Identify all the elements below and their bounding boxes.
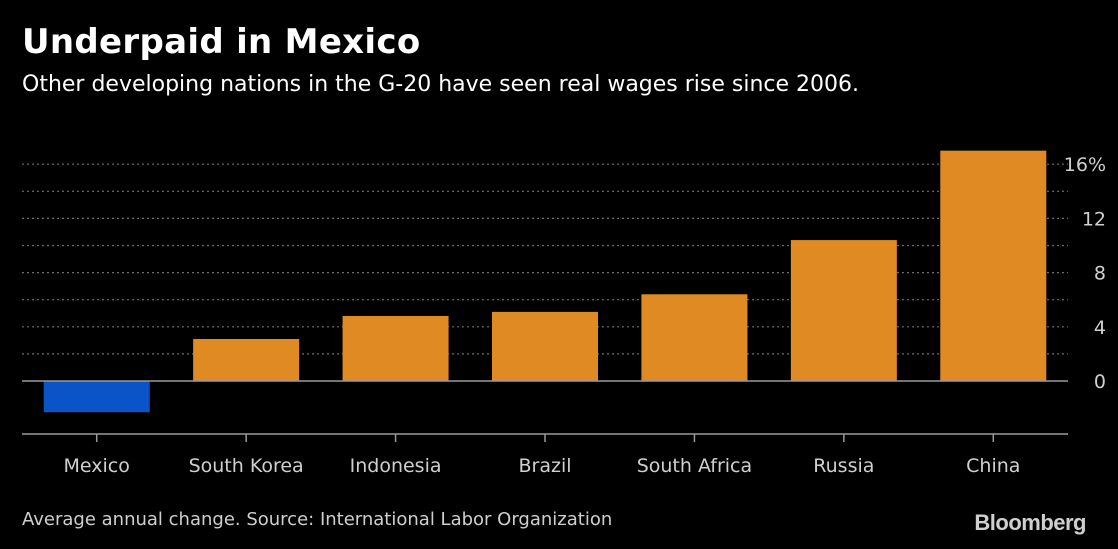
axis-layer	[22, 380, 1068, 442]
bar-south-africa	[641, 294, 748, 381]
source-note: Average annual change. Source: Internati…	[22, 509, 613, 530]
x-tick-label: South Africa	[637, 455, 752, 477]
chart-title: Underpaid in Mexico	[22, 22, 421, 62]
bar-brazil	[492, 311, 598, 381]
y-tick-label: 4	[1094, 317, 1106, 339]
bars-layer	[43, 150, 1047, 413]
x-tick-label: Indonesia	[350, 455, 442, 477]
y-tick-label: 8	[1094, 263, 1106, 285]
x-tick-label: South Korea	[189, 455, 304, 477]
x-tick-label: China	[966, 455, 1020, 477]
x-tick-label: Brazil	[518, 455, 571, 477]
x-tick-label: Russia	[813, 455, 874, 477]
bar-china	[940, 150, 1047, 381]
bar-mexico	[43, 381, 150, 413]
bar-indonesia	[342, 315, 449, 381]
chart-subtitle: Other developing nations in the G-20 hav…	[22, 72, 860, 97]
labels-layer: Mexico South Korea Indonesia Brazil South Af…	[64, 154, 1106, 477]
bar-russia	[790, 240, 897, 381]
x-tick-label: Mexico	[64, 455, 130, 477]
bar-south-korea	[193, 338, 300, 381]
y-tick-label: 0	[1094, 371, 1106, 393]
y-tick-label: 12	[1082, 208, 1106, 230]
y-tick-label: 16%	[1064, 154, 1106, 176]
brand-logo: Bloomberg	[974, 510, 1086, 535]
